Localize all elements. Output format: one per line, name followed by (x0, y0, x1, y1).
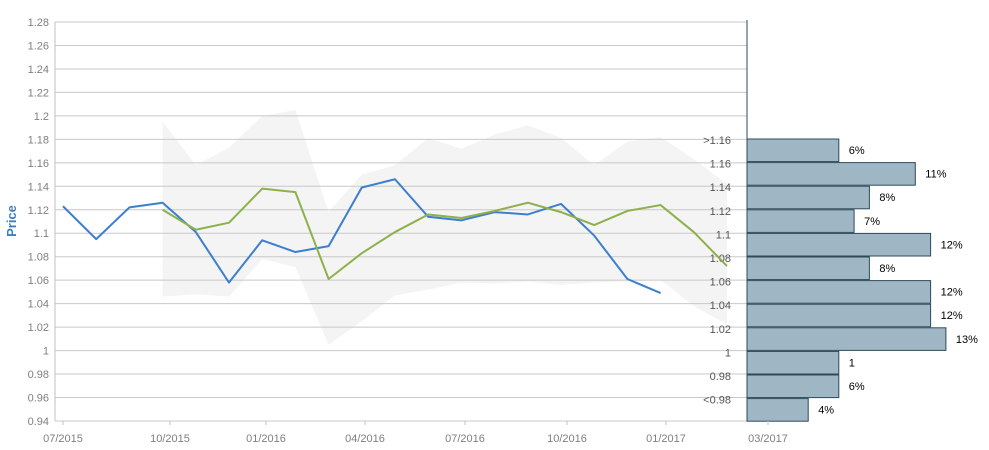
histogram-category-label: >1.16 (703, 135, 731, 147)
y-tick-label: 0.98 (28, 369, 49, 381)
series-lines (62, 178, 728, 295)
x-tick-label: 03/2017 (748, 433, 788, 445)
histogram-category-label: 1.02 (710, 324, 731, 336)
y-tick-label: 1.18 (28, 134, 49, 146)
y-tick-label: 0.96 (28, 393, 49, 405)
histogram-bar (746, 256, 870, 281)
y-tick-label: 1.12 (28, 205, 49, 217)
forecast-series-line (162, 187, 728, 281)
histogram-bar (746, 303, 932, 328)
histogram-bar (746, 280, 932, 304)
x-tick-label: 04/2016 (345, 433, 385, 445)
histogram-value-label: 8% (879, 192, 895, 204)
histogram-value-label: 4% (818, 405, 834, 417)
x-tick-label: 10/2015 (150, 433, 190, 445)
histogram-category-label: 1.14 (710, 182, 731, 194)
confidence-band-area (162, 110, 728, 345)
histogram-category-label: 1.04 (710, 300, 731, 312)
histogram-category-label: 1.06 (710, 277, 731, 289)
histogram-bar (746, 327, 947, 351)
histogram-bar (746, 398, 809, 422)
x-axis: 07/2015 10/2015 01/2016 04/2016 07/2016 10/20… (43, 421, 788, 445)
histogram-category-label: 0.98 (710, 371, 731, 383)
actual-series-line (62, 178, 661, 295)
histogram-bar (746, 138, 840, 163)
x-tick-label: 01/2017 (646, 433, 686, 445)
histogram-value-label: 11% (925, 169, 946, 181)
y-axis-title: Price (4, 205, 19, 237)
histogram-category-label: 1 (725, 347, 731, 359)
y-tick-label: 1.14 (28, 181, 49, 193)
y-tick-label: 1.1 (34, 228, 49, 240)
histogram-bar (746, 350, 840, 375)
histogram-value-label: 12% (941, 239, 963, 251)
y-tick-label: 1.04 (28, 299, 49, 311)
histogram-value-label: 8% (879, 263, 895, 275)
histogram-bar (746, 374, 840, 399)
histogram-value-label: 6% (849, 381, 865, 393)
x-tick-label: 07/2016 (445, 433, 485, 445)
histogram-bar (746, 162, 916, 186)
histogram-value-label: 6% (849, 145, 865, 157)
x-tick-label: 01/2016 (246, 433, 286, 445)
histogram-category-label: 1.16 (710, 159, 731, 171)
histogram-category-label: <0.98 (703, 395, 731, 407)
distribution-histogram: 6%>1.1611%1.168%1.147%1.1212%1.18%1.0812… (703, 135, 978, 422)
y-tick-label: 1.06 (28, 275, 49, 287)
histogram-category-label: 1.1 (716, 229, 731, 241)
histogram-category-label: 1.12 (710, 206, 731, 218)
y-tick-label: 1.28 (28, 17, 49, 29)
y-axis: 0.94 0.96 0.98 1 1.02 1.04 1.06 1.08 1.1 1.12 1.14… (28, 17, 49, 428)
histogram-bar (746, 185, 870, 210)
y-tick-label: 1.26 (28, 40, 49, 52)
histogram-value-label: 12% (941, 310, 963, 322)
x-tick-label: 10/2016 (547, 433, 587, 445)
histogram-value-label: 12% (941, 287, 963, 299)
y-tick-label: 1.2 (34, 111, 49, 123)
x-tick-label: 07/2015 (43, 433, 83, 445)
y-tick-label: 1.22 (28, 87, 49, 99)
y-tick-label: 1.08 (28, 252, 49, 264)
y-tick-label: 0.94 (28, 416, 49, 428)
histogram-value-label: 13% (956, 334, 978, 346)
y-tick-label: 1.24 (28, 64, 49, 76)
histogram-value-label: 7% (864, 216, 880, 228)
y-tick-label: 1.16 (28, 158, 49, 170)
histogram-bar (746, 232, 932, 257)
confidence-band (162, 110, 728, 345)
histogram-value-label: 1 (849, 357, 855, 369)
histogram-bar (746, 209, 855, 233)
y-tick-label: 1.02 (28, 322, 49, 334)
y-tick-label: 1 (43, 346, 49, 358)
